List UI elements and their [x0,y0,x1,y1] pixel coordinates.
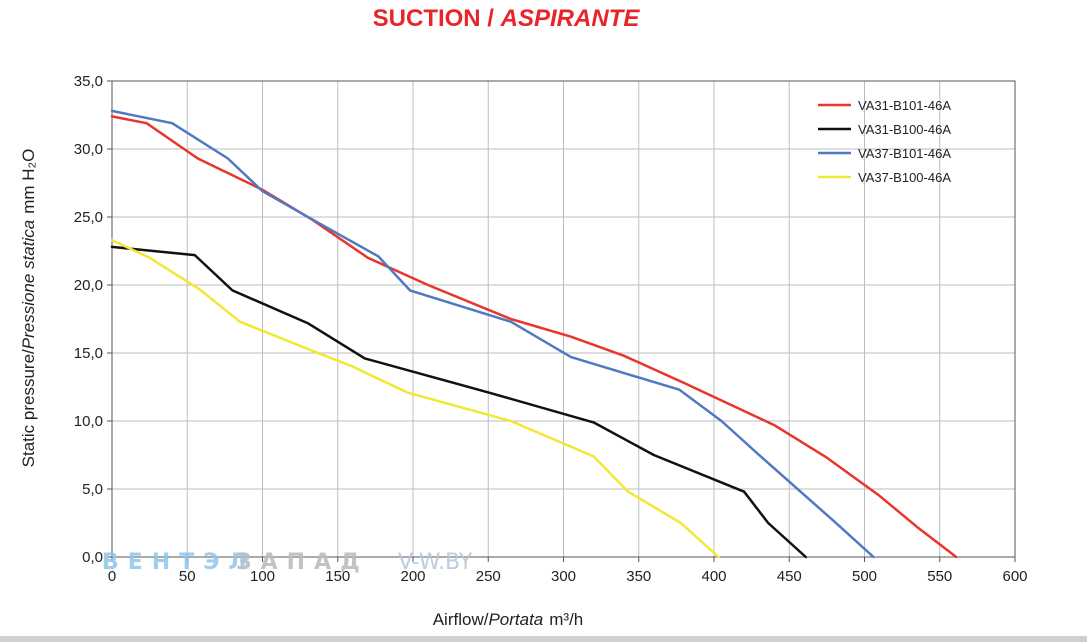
x-tick-label: 250 [476,568,501,585]
y-axis-label: Static pressure/Pressione staticamm H₂O [19,149,38,468]
y-tick-label: 25,0 [74,209,103,226]
y-tick-label: 30,0 [74,141,103,158]
x-tick-label: 400 [701,568,726,585]
legend-item-label: VA37-B100-46A [858,170,951,185]
x-axis-ticks: 0 50 100 150 200 250 300 350 400 450 500 550 600 [108,557,1028,585]
x-tick-label: 450 [777,568,802,585]
x-tick-label: 50 [179,568,196,585]
series-line-va37-b101-46a [110,109,875,559]
watermark-part3: V-W.BY [398,550,473,575]
series-line-va37-b100-46a [110,238,720,559]
y-tick-label: 15,0 [74,345,103,362]
x-tick-label: 100 [250,568,275,585]
watermark-part1: ВЕНТЭЛ [102,550,256,575]
x-tick-label: 300 [551,568,576,585]
x-tick-label: 500 [852,568,877,585]
legend-item-label: VA37-B101-46A [858,146,951,161]
series-line-va31-b101-46a [110,115,958,559]
legend-item-label: VA31-B100-46A [858,122,951,137]
x-axis-label: Airflow/Portata m³/h [433,610,584,629]
bottom-divider [0,636,1087,642]
legend-item-label: VA31-B101-46A [858,98,951,113]
y-tick-label: 20,0 [74,277,103,294]
y-tick-label: 0,0 [82,549,103,566]
x-tick-label: 0 [108,568,116,585]
watermark-part2: ЗАПАД [236,550,369,575]
series [110,109,958,559]
chart-title: SUCTION / ASPIRANTE [373,5,641,32]
x-tick-label: 350 [626,568,651,585]
x-tick-label: 150 [325,568,350,585]
y-tick-label: 10,0 [74,413,103,430]
y-axis-ticks: 0,0 5,0 10,0 15,0 20,0 25,0 30,0 35,0 [74,73,112,566]
y-tick-label: 5,0 [82,481,103,498]
x-tick-label: 600 [1002,568,1027,585]
watermark: ВЕНТЭЛ ЗАПАД V-W.BY [102,550,473,575]
x-tick-label: 200 [400,568,425,585]
series-line-va31-b100-46a [110,245,808,559]
y-tick-label: 35,0 [74,73,103,90]
legend: VA31-B101-46A VA31-B100-46A VA37-B101-46A V… [818,98,951,185]
x-tick-label: 550 [927,568,952,585]
